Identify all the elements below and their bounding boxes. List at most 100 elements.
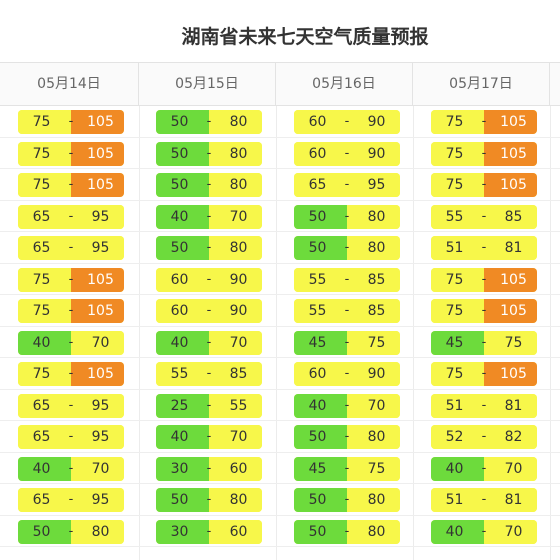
aqi-range-badge: 75 105-	[18, 362, 124, 386]
range-separator: -	[206, 114, 212, 129]
range-separator: -	[206, 492, 212, 507]
aqi-high-value: 105	[71, 267, 124, 292]
table-row: 75 105-60 90-55 85-75 105-	[0, 295, 560, 327]
aqi-low-value: 75	[18, 299, 71, 323]
page-title: 湖南省未来七天空气质量预报	[181, 26, 429, 48]
range-separator: -	[344, 114, 350, 129]
range-separator: -	[481, 114, 487, 129]
range-separator: -	[481, 523, 487, 539]
aqi-range-badge: 75 105-	[18, 267, 124, 292]
range-separator: -	[68, 303, 74, 318]
aqi-high-value: 70	[209, 204, 262, 229]
aqi-low-value: 25	[156, 393, 209, 418]
date-header-0516: 05月16日	[276, 63, 413, 105]
aqi-high-value: 80	[209, 141, 262, 166]
aqi-low-value: 52	[431, 425, 484, 449]
aqi-high-value: 70	[209, 330, 262, 355]
range-separator: -	[68, 240, 74, 255]
date-header-row: 05月14日 05月15日 05月16日 05月17日	[0, 62, 560, 106]
range-separator: -	[206, 271, 212, 287]
aqi-low-value: 55	[156, 362, 209, 386]
aqi-range-badge: 60 90-	[294, 141, 400, 166]
aqi-high-value: 105	[484, 362, 537, 386]
aqi-high-value: 95	[71, 488, 124, 512]
aqi-range-badge: 75 105-	[18, 173, 124, 197]
aqi-low-value: 55	[294, 267, 347, 292]
aqi-range-badge: 45 75-	[294, 330, 400, 355]
range-separator: -	[344, 271, 350, 287]
range-separator: -	[481, 334, 487, 350]
aqi-range-badge: 40 70-	[18, 456, 124, 481]
table-row: 65 95-50 80-50 80-51 81-	[0, 232, 560, 264]
aqi-low-value: 50	[294, 236, 347, 260]
aqi-high-value: 81	[484, 393, 537, 418]
aqi-low-value: 50	[18, 519, 71, 544]
aqi-range-badge: 65 95-	[18, 393, 124, 418]
table-row: 50 80-30 60-50 80-40 70-	[0, 516, 560, 547]
aqi-high-value: 80	[209, 173, 262, 197]
aqi-high-value: 105	[484, 173, 537, 197]
aqi-low-value: 50	[156, 173, 209, 197]
aqi-range-badge: 45 75-	[431, 330, 537, 355]
aqi-high-value: 80	[209, 110, 262, 134]
table-row: 65 95-25 55-40 70-51 81-	[0, 390, 560, 421]
aqi-high-value: 95	[71, 425, 124, 449]
aqi-low-value: 60	[294, 362, 347, 386]
aqi-range-badge: 65 95-	[18, 488, 124, 512]
aqi-high-value: 85	[484, 204, 537, 229]
aqi-low-value: 45	[431, 330, 484, 355]
range-separator: -	[206, 208, 212, 224]
aqi-range-badge: 51 81-	[431, 393, 537, 418]
range-separator: -	[481, 145, 487, 161]
range-separator: -	[68, 114, 74, 129]
aqi-high-value: 90	[347, 110, 400, 134]
aqi-low-value: 50	[156, 236, 209, 260]
aqi-high-value: 105	[71, 110, 124, 134]
aqi-range-badge: 65 95-	[18, 425, 124, 449]
aqi-low-value: 40	[294, 393, 347, 418]
range-separator: -	[344, 429, 350, 444]
table-row: 65 95-40 70-50 80-52 82-	[0, 421, 560, 453]
aqi-high-value: 70	[209, 425, 262, 449]
aqi-low-value: 65	[18, 425, 71, 449]
aqi-low-value: 51	[431, 393, 484, 418]
aqi-range-badge: 60 90-	[294, 110, 400, 134]
aqi-low-value: 60	[294, 110, 347, 134]
aqi-high-value: 80	[347, 519, 400, 544]
range-separator: -	[68, 460, 74, 476]
range-separator: -	[481, 429, 487, 444]
aqi-high-value: 75	[347, 330, 400, 355]
range-separator: -	[206, 303, 212, 318]
range-separator: -	[481, 397, 487, 413]
aqi-low-value: 75	[431, 362, 484, 386]
aqi-range-badge: 51 81-	[431, 236, 537, 260]
date-header-0515: 05月15日	[139, 63, 276, 105]
aqi-high-value: 105	[71, 141, 124, 166]
aqi-low-value: 75	[18, 110, 71, 134]
range-separator: -	[206, 429, 212, 444]
aqi-low-value: 45	[294, 456, 347, 481]
range-separator: -	[206, 460, 212, 476]
range-separator: -	[481, 460, 487, 476]
aqi-range-badge: 40 70-	[294, 393, 400, 418]
aqi-range-badge: 75 105-	[431, 110, 537, 134]
aqi-range-badge: 55 85-	[294, 267, 400, 292]
range-separator: -	[206, 145, 212, 161]
aqi-high-value: 70	[484, 519, 537, 544]
aqi-low-value: 75	[431, 110, 484, 134]
aqi-low-value: 50	[294, 519, 347, 544]
aqi-range-badge: 40 70-	[18, 330, 124, 355]
table-row: 75 105-50 80-60 90-75 105-	[0, 106, 560, 138]
range-separator: -	[68, 397, 74, 413]
aqi-range-badge: 75 105-	[18, 110, 124, 134]
aqi-high-value: 105	[71, 362, 124, 386]
aqi-low-value: 75	[431, 141, 484, 166]
aqi-low-value: 50	[156, 141, 209, 166]
aqi-range-badge: 50 80-	[156, 173, 262, 197]
range-separator: -	[206, 240, 212, 255]
aqi-low-value: 75	[431, 267, 484, 292]
aqi-high-value: 90	[347, 141, 400, 166]
aqi-high-value: 90	[209, 299, 262, 323]
range-separator: -	[344, 366, 350, 381]
range-separator: -	[206, 177, 212, 192]
